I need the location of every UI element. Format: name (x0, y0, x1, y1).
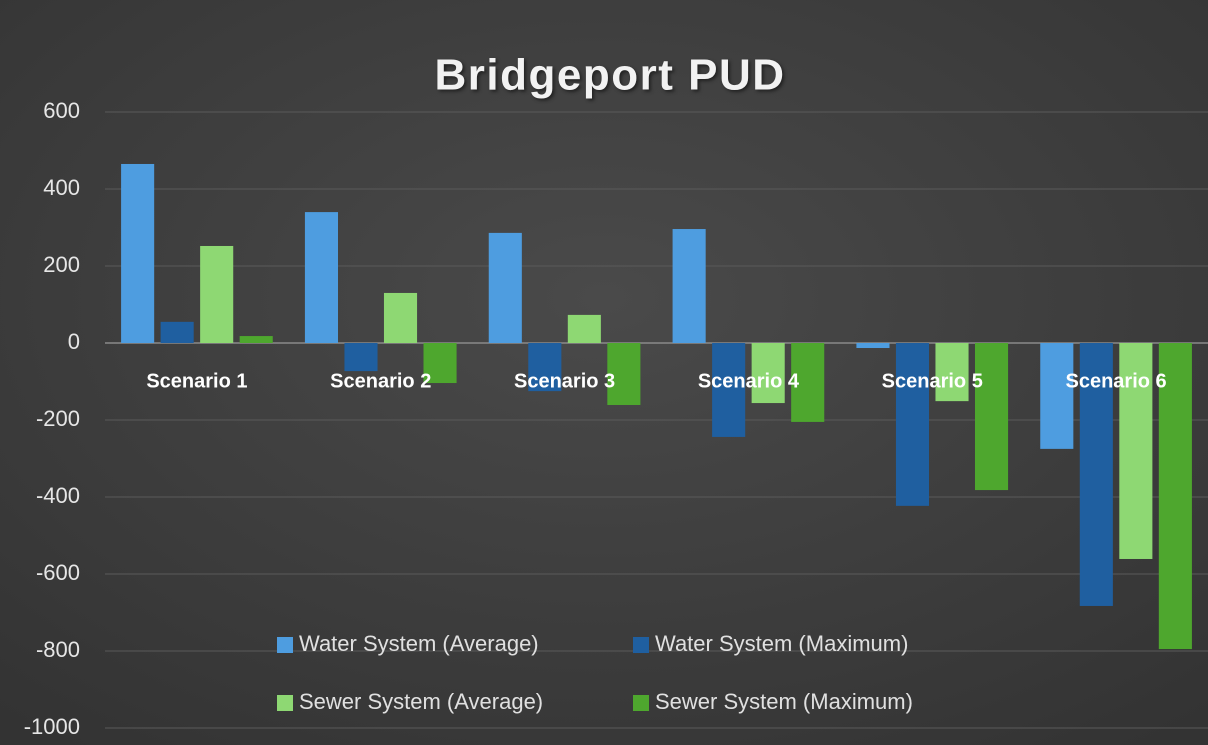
bar (935, 343, 969, 402)
x-tick-label: Scenario 5 (882, 370, 983, 392)
bar (672, 229, 706, 343)
legend-swatch (633, 695, 649, 711)
y-tick-label: 400 (43, 175, 80, 200)
bar (791, 343, 825, 422)
bar (344, 343, 378, 372)
bar (1158, 343, 1192, 650)
y-tick-label: -800 (36, 637, 80, 662)
bar (239, 336, 273, 343)
bar (383, 292, 418, 343)
bar (121, 163, 155, 343)
y-tick-label: -1000 (24, 714, 80, 739)
y-tick-label: -400 (36, 483, 80, 508)
bar (1119, 343, 1153, 559)
bars (121, 163, 1192, 650)
bar (751, 343, 785, 404)
legend-label: Water System (Average) (299, 631, 539, 656)
bar (423, 343, 457, 384)
y-tick-label: 200 (43, 252, 80, 277)
x-tick-label: Scenario 1 (146, 370, 247, 392)
legend-label: Water System (Maximum) (655, 631, 908, 656)
bar (895, 343, 930, 506)
y-tick-label: -200 (36, 406, 80, 431)
labels: -1000 -800 -600 -400 -200 0 200 400 600 Scenario … (24, 98, 1167, 739)
y-tick-label: 600 (43, 98, 80, 123)
bar (1040, 343, 1074, 449)
bar (160, 321, 194, 343)
bar (974, 343, 1009, 491)
bar (607, 343, 641, 405)
x-tick-label: Scenario 3 (514, 370, 615, 392)
y-tick-label: -600 (36, 560, 80, 585)
grid (105, 111, 1208, 729)
bar (528, 343, 562, 392)
bar (567, 314, 601, 343)
x-tick-label: Scenario 2 (330, 370, 431, 392)
legend-swatch (277, 637, 293, 653)
bar (712, 343, 746, 437)
legend-swatch (277, 695, 293, 711)
legend-label: Sewer System (Maximum) (655, 689, 913, 714)
legend-label: Sewer System (Average) (299, 689, 543, 714)
bar (200, 245, 234, 343)
legend-swatch (633, 637, 649, 653)
chart-title: Bridgeport PUD (435, 51, 786, 100)
bar (856, 343, 890, 349)
bar (1079, 343, 1113, 606)
x-tick-label: Scenario 6 (1065, 370, 1166, 392)
bar (488, 232, 522, 343)
y-tick-label: 0 (68, 329, 80, 354)
bar (304, 212, 339, 343)
x-tick-label: Scenario 4 (698, 370, 800, 392)
